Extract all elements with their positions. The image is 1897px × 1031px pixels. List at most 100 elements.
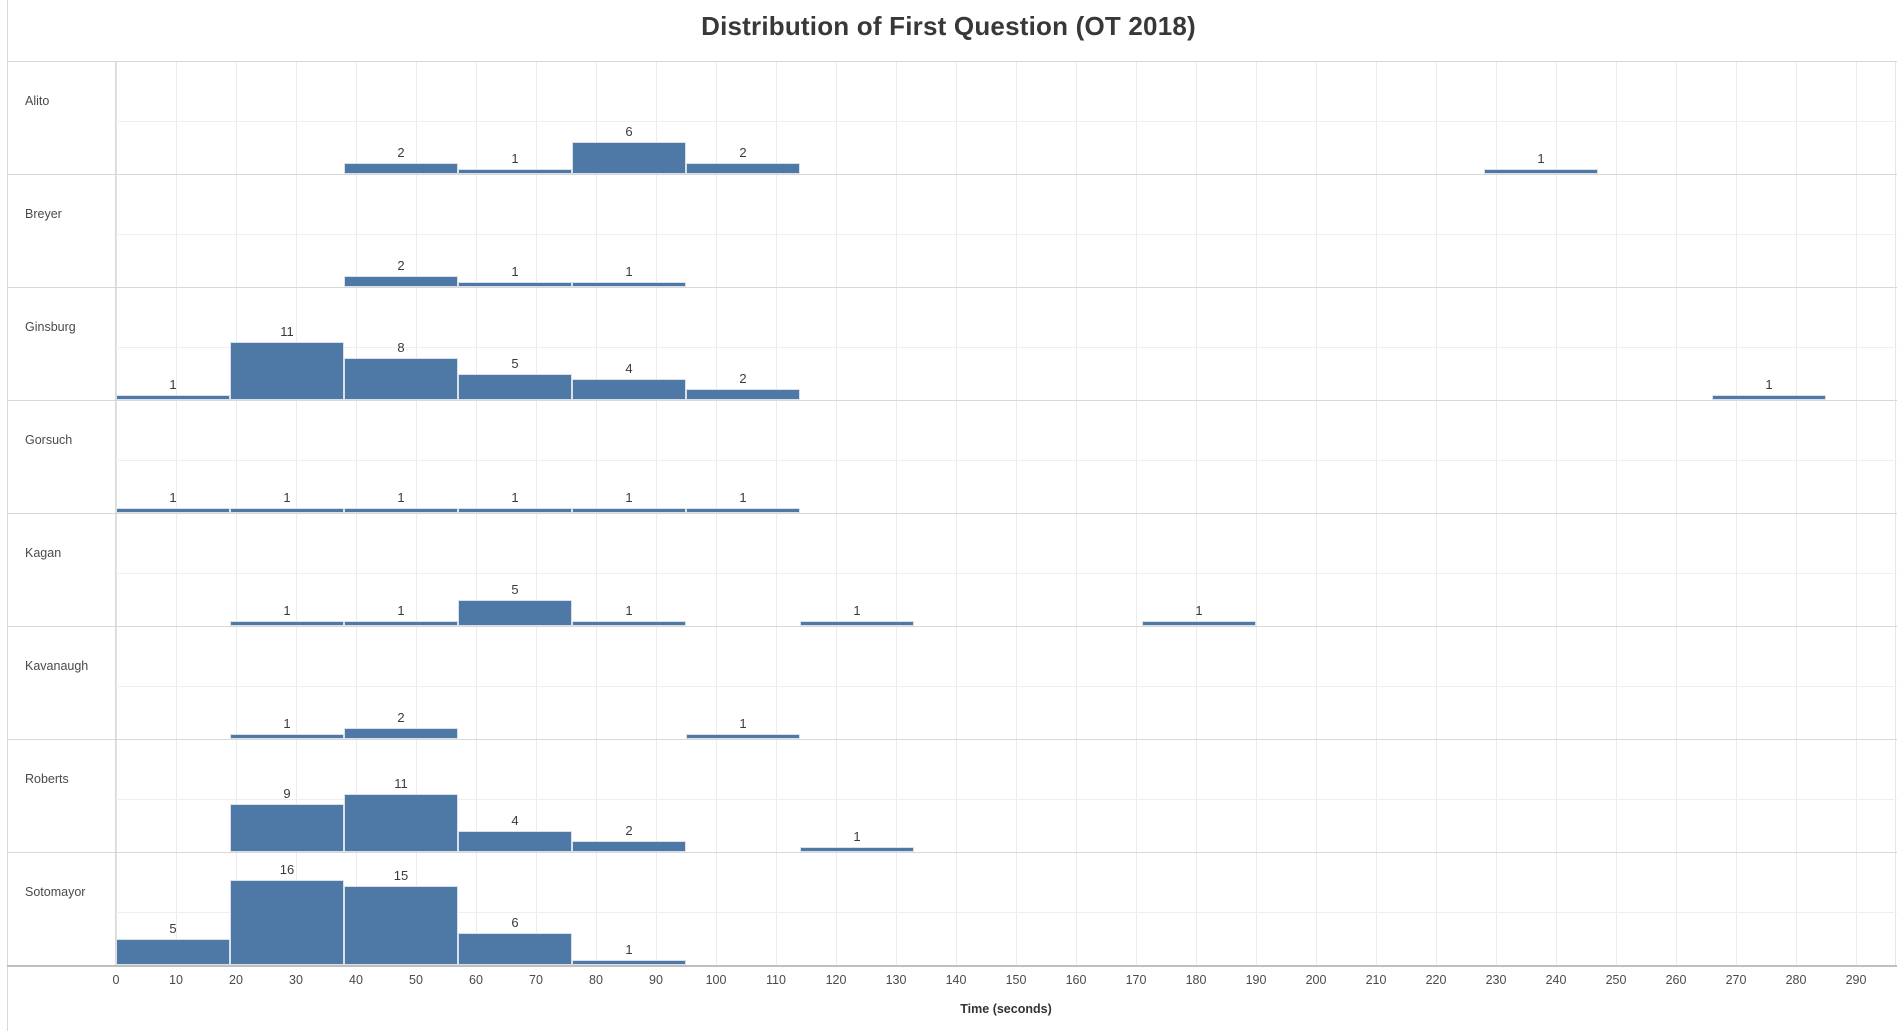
x-tick-label: 170 [1125,973,1147,987]
x-tick-label: 270 [1725,973,1747,987]
bar-count-label: 5 [169,920,177,936]
row-count-gridline [116,573,1897,574]
histogram-bar[interactable] [230,507,344,513]
row-count-gridline [116,460,1897,461]
bar-count-label: 1 [739,489,747,505]
bar-count-label: 5 [511,581,519,597]
x-axis-title: Time (seconds) [960,1002,1052,1016]
bar-count-label: 6 [511,915,519,931]
histogram-bar[interactable] [572,620,686,626]
histogram-bar[interactable] [800,846,914,852]
histogram-bar[interactable] [458,168,572,174]
histogram-bar[interactable] [230,733,344,739]
histogram-bar[interactable] [458,599,572,626]
bar-count-label: 1 [511,489,519,505]
histogram-bar[interactable] [458,933,572,965]
histogram-bar[interactable] [458,281,572,287]
bar-count-label: 9 [283,786,291,802]
x-tick-label: 90 [649,973,663,987]
bar-count-label: 5 [511,355,519,371]
row-count-gridline [116,121,1897,122]
histogram-bar[interactable] [344,163,458,174]
histogram-bar[interactable] [572,507,686,513]
x-tick-label: 100 [705,973,727,987]
histogram-bar[interactable] [344,793,458,852]
row-separator [7,852,1897,853]
bar-count-label: 1 [1765,376,1773,392]
x-tick-label: 160 [1065,973,1087,987]
x-tick-label: 20 [229,973,243,987]
x-tick-label: 80 [589,973,603,987]
row-count-gridline [116,912,1897,913]
bar-count-label: 1 [625,602,633,618]
histogram-bar[interactable] [344,620,458,626]
chart-title: Distribution of First Question (OT 2018) [701,11,1196,41]
bar-count-label: 4 [625,360,633,376]
bar-count-label: 8 [397,339,405,355]
histogram-bar[interactable] [1142,620,1256,626]
x-tick-label: 190 [1245,973,1267,987]
histogram-bar[interactable] [116,507,230,513]
x-tick-label: 30 [289,973,303,987]
bar-count-label: 1 [169,376,177,392]
bar-count-label: 2 [739,145,747,161]
histogram-bar[interactable] [344,507,458,513]
x-tick-label: 10 [169,973,183,987]
chart-left-border [7,0,8,1031]
histogram-bar[interactable] [230,341,344,400]
bar-count-label: 2 [625,823,633,839]
row-label-kavanaugh: Kavanaugh [25,659,89,673]
histogram-bar[interactable] [1712,394,1826,400]
histogram-bar[interactable] [572,959,686,965]
histogram-bar[interactable] [230,620,344,626]
row-separator [7,287,1897,288]
row-label-roberts: Roberts [25,772,69,786]
histogram-bar[interactable] [572,378,686,400]
histogram-bar[interactable] [800,620,914,626]
row-separator [7,61,1897,62]
row-label-gorsuch: Gorsuch [25,433,73,447]
row-count-gridline [116,234,1897,235]
bar-count-label: 1 [1195,602,1203,618]
x-tick-label: 40 [349,973,363,987]
x-tick-label: 130 [885,973,907,987]
histogram-bar[interactable] [686,389,800,400]
histogram-bar[interactable] [458,830,572,852]
histogram-bar[interactable] [344,357,458,400]
histogram-bar[interactable] [572,142,686,174]
histogram-bar[interactable] [344,885,458,965]
bar-count-label: 2 [739,371,747,387]
histogram-bar[interactable] [458,507,572,513]
histogram-bar[interactable] [686,163,800,174]
histogram-bar[interactable] [458,373,572,400]
histogram-bar[interactable] [344,728,458,739]
x-tick-label: 200 [1305,973,1327,987]
x-tick-label: 180 [1185,973,1207,987]
bar-count-label: 1 [625,941,633,957]
histogram-bar[interactable] [230,804,344,852]
histogram-bar[interactable] [344,276,458,287]
histogram-bar[interactable] [1484,168,1598,174]
histogram-bar[interactable] [572,281,686,287]
bar-count-label: 15 [393,867,409,883]
histogram-bar[interactable] [116,394,230,400]
row-label-ginsburg: Ginsburg [25,320,76,334]
histogram-bar[interactable] [230,880,344,965]
row-count-gridline [116,799,1897,800]
histogram-bar[interactable] [572,841,686,852]
bar-count-label: 1 [169,489,177,505]
bar-count-label: 4 [511,812,519,828]
row-separator [7,626,1897,627]
histogram-bar[interactable] [116,938,230,965]
row-separator [7,174,1897,175]
bar-count-label: 6 [625,124,633,140]
histogram-bar[interactable] [686,733,800,739]
histogram-bar[interactable] [686,507,800,513]
bar-count-label: 1 [739,715,747,731]
x-tick-label: 150 [1005,973,1027,987]
row-label-breyer: Breyer [25,207,62,221]
row-label-kagan: Kagan [25,546,62,560]
bar-count-label: 1 [397,602,405,618]
x-tick-label: 120 [825,973,847,987]
